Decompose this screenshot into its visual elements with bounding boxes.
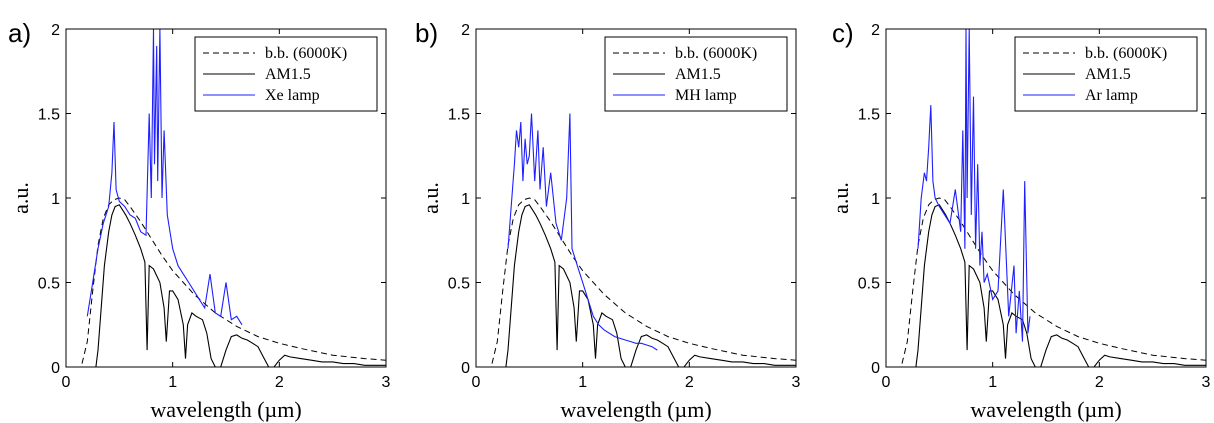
y-tick-label: 0.5	[858, 276, 880, 293]
panel-label: b)	[415, 18, 438, 48]
chart-panel: c) 0 1 2 3 0 0.5 1 1.5 2 wavelength (µm) a.u. b.b. (…	[828, 18, 1211, 422]
series-group	[81, 29, 386, 367]
series-line-b-b-6000k	[901, 197, 1206, 364]
series-group	[901, 29, 1206, 367]
legend-entry-label: b.b. (6000K)	[1085, 45, 1167, 62]
legend-entry-label: b.b. (6000K)	[265, 45, 347, 62]
legend-entry-label: AM1.5	[675, 66, 721, 83]
y-tick-label: 2	[871, 22, 880, 39]
legend-entry-label: AM1.5	[265, 66, 311, 83]
y-axis-title: a.u.	[8, 182, 33, 214]
x-tick-label: 0	[62, 374, 71, 391]
x-tick-label: 0	[472, 374, 481, 391]
legend-entry-label: AM1.5	[1085, 66, 1131, 83]
x-tick-label: 2	[275, 374, 284, 391]
series-line-am1-5	[505, 204, 796, 367]
x-tick-label: 3	[1202, 374, 1211, 391]
series-line-am1-5	[95, 204, 386, 367]
y-tick-label: 0	[461, 360, 470, 377]
x-axis-title: wavelength (µm)	[970, 397, 1121, 422]
y-tick-label: 2	[461, 22, 470, 39]
legend-entry-label: Xe lamp	[265, 87, 320, 104]
y-tick-label: 0.5	[38, 276, 60, 293]
series-line-am1-5	[915, 204, 1206, 367]
y-tick-label: 0	[871, 360, 880, 377]
y-axis-title: a.u.	[828, 182, 853, 214]
x-tick-label: 3	[792, 374, 801, 391]
y-axis-title: a.u.	[418, 182, 443, 214]
x-tick-label: 2	[685, 374, 694, 391]
x-tick-label: 3	[382, 374, 391, 391]
y-tick-label: 1	[461, 191, 470, 208]
series-line-mh-lamp	[507, 113, 658, 351]
series-line-xe-lamp	[86, 29, 243, 326]
legend: b.b. (6000K) AM1.5 MH lamp	[604, 36, 788, 112]
y-tick-label: 1	[871, 191, 880, 208]
series-group	[491, 113, 796, 367]
y-tick-label: 1	[51, 191, 60, 208]
y-tick-label: 2	[51, 22, 60, 39]
y-tick-label: 1.5	[858, 107, 880, 124]
panel-label: c)	[832, 18, 854, 48]
legend: b.b. (6000K) AM1.5 Xe lamp	[194, 36, 378, 112]
y-tick-label: 1.5	[38, 107, 60, 124]
legend: b.b. (6000K) AM1.5 Ar lamp	[1014, 36, 1198, 112]
y-tick-label: 0.5	[448, 276, 470, 293]
chart-panel: a) 0 1 2 3 0 0.5 1 1.5 2 wavelength (µm) a.u. b.b. (…	[8, 18, 391, 422]
series-line-b-b-6000k	[491, 197, 796, 364]
y-tick-label: 0	[51, 360, 60, 377]
x-axis-title: wavelength (µm)	[560, 397, 711, 422]
series-line-ar-lamp	[917, 29, 1031, 342]
chart-panel: b) 0 1 2 3 0 0.5 1 1.5 2 wavelength (µm) a.u. b.b. (…	[415, 18, 801, 422]
x-tick-label: 1	[168, 374, 177, 391]
panel-label: a)	[8, 18, 31, 48]
y-tick-label: 1.5	[448, 107, 470, 124]
legend-entry-label: MH lamp	[675, 87, 737, 104]
x-tick-label: 1	[578, 374, 587, 391]
series-line-b-b-6000k	[81, 197, 386, 364]
x-tick-label: 1	[988, 374, 997, 391]
x-tick-label: 2	[1095, 374, 1104, 391]
x-tick-label: 0	[882, 374, 891, 391]
legend-entry-label: Ar lamp	[1085, 87, 1138, 104]
x-axis-title: wavelength (µm)	[150, 397, 301, 422]
legend-entry-label: b.b. (6000K)	[675, 45, 757, 62]
